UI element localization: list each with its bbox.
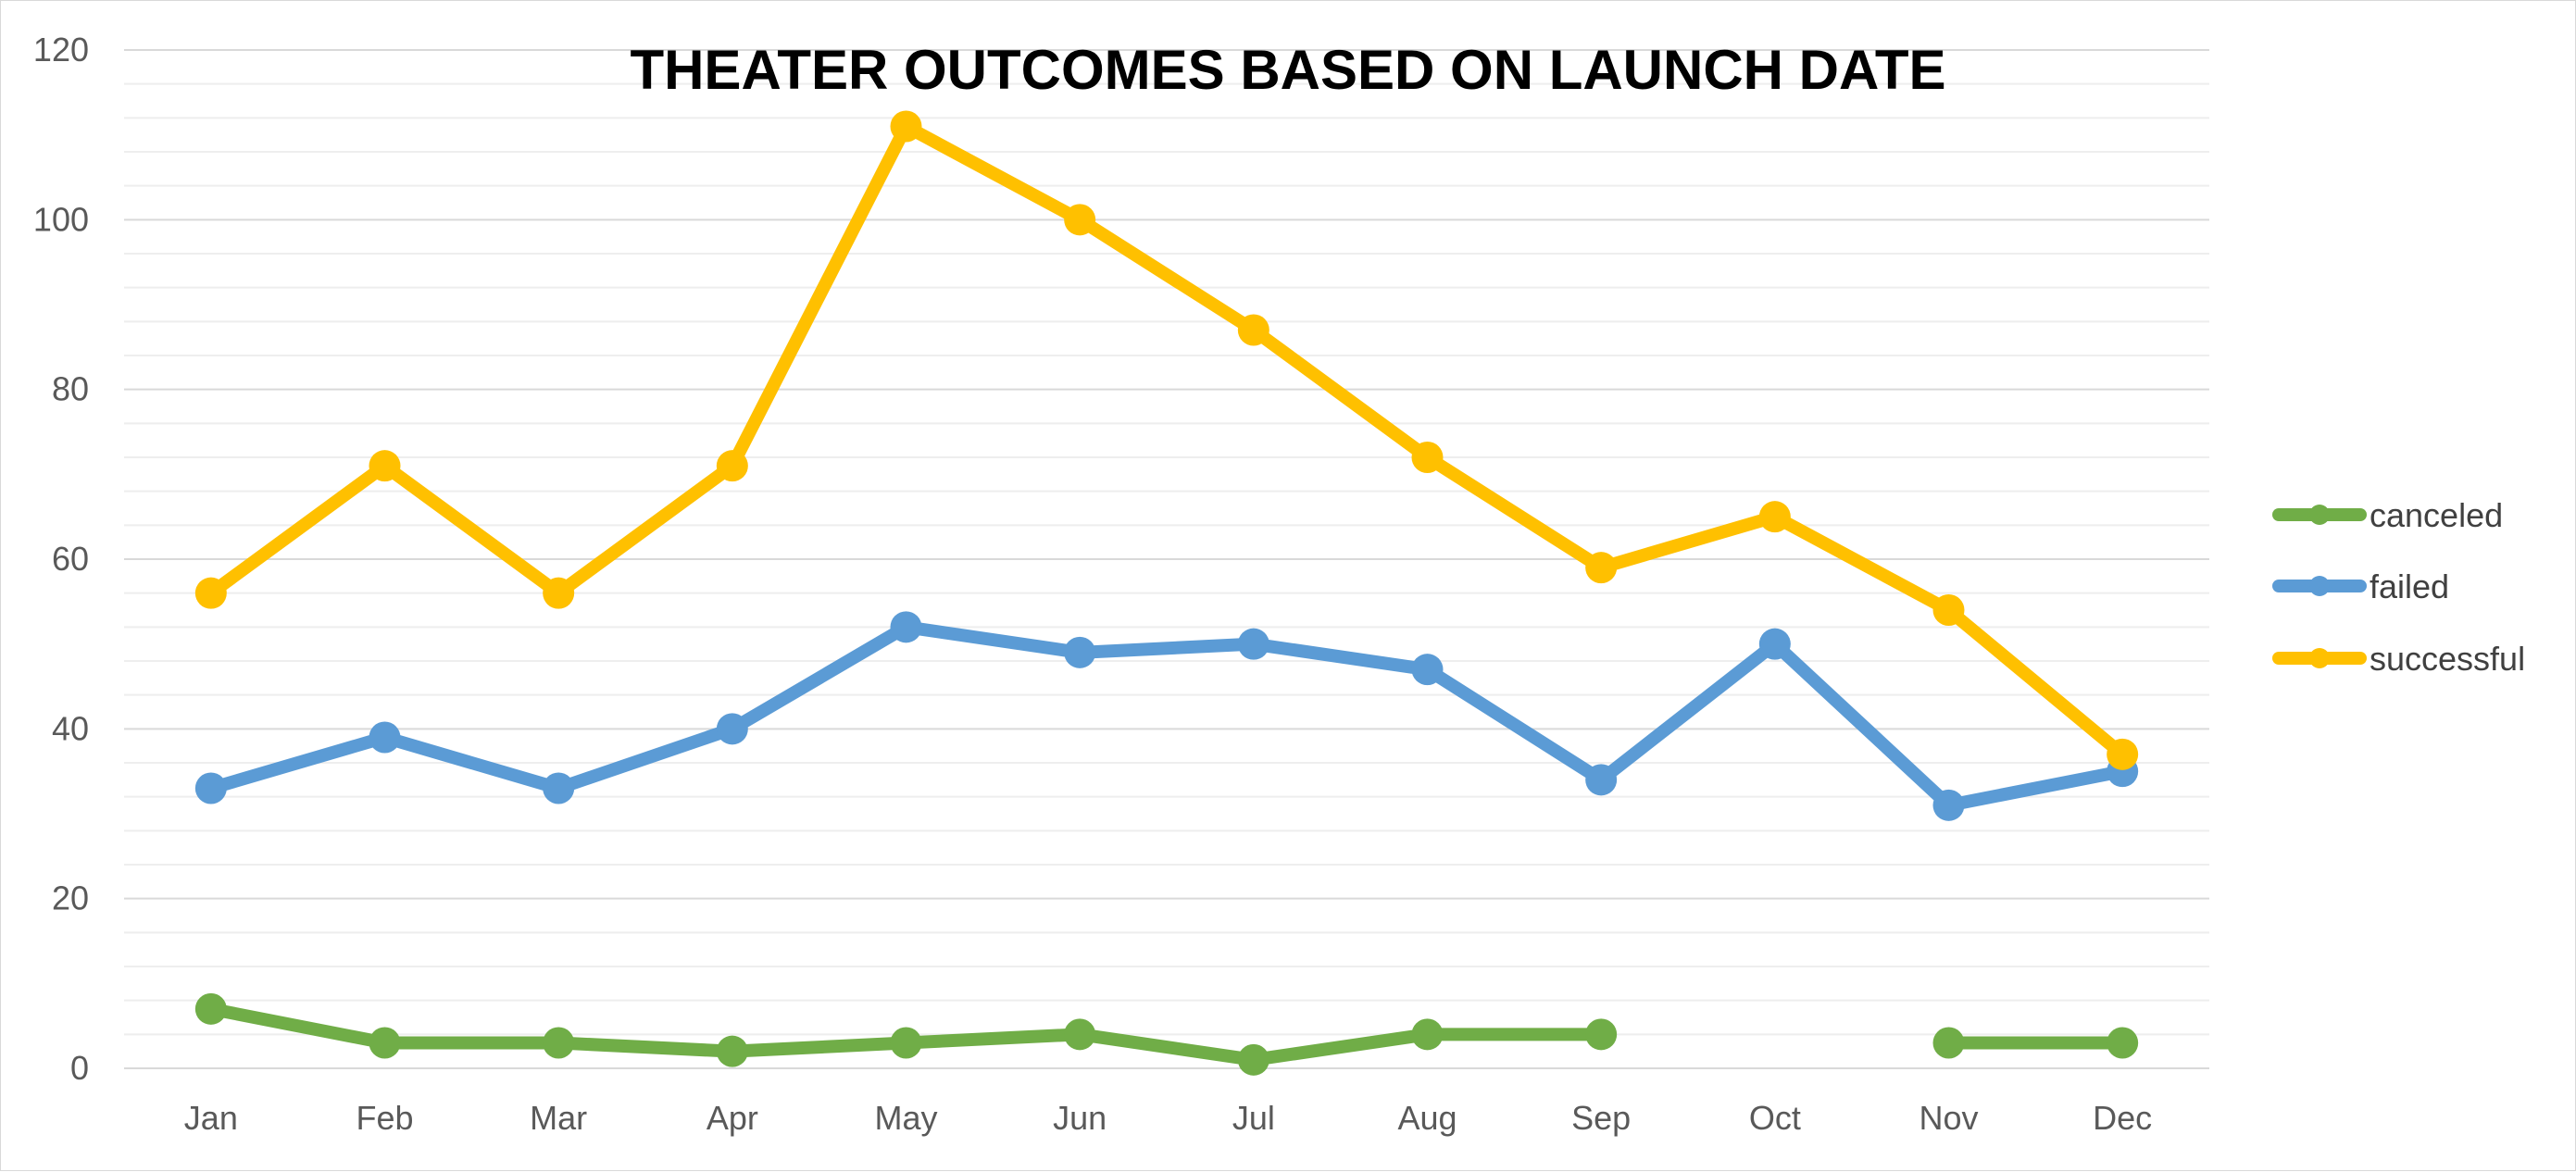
data-point-failed [1758,628,1791,660]
legend-label: successful [2370,640,2525,678]
data-point-failed [1585,764,1618,796]
legend-label: canceled [2370,496,2503,534]
series-line-successful [204,119,2130,761]
x-tick-label: Mar [530,1099,587,1137]
series-successful [194,110,2139,770]
series-layer [194,110,2139,1076]
y-tick-label: 100 [33,200,89,238]
data-point-failed [890,611,922,643]
data-point-canceled [1585,1018,1618,1051]
x-tick-label: Dec [2093,1099,2152,1137]
y-tick-label: 120 [33,31,89,69]
data-point-canceled [194,992,227,1025]
data-point-successful [1064,204,1096,236]
x-tick-label: Jul [1232,1099,1275,1137]
data-point-successful [1932,594,1965,626]
y-tick-label: 20 [52,879,89,917]
data-point-canceled [890,1027,922,1059]
data-point-canceled [1932,1027,1965,1059]
data-point-canceled [543,1027,575,1059]
x-tick-label: Nov [1919,1099,1978,1137]
series-canceled [194,992,2139,1076]
x-axis-ticks: Jan Feb Mar Apr May Jun Jul Aug Sep Oct Nov Dec [184,1099,2152,1137]
legend-swatch-marker [2309,648,2330,668]
data-point-failed [543,772,575,804]
data-point-failed [194,772,227,804]
data-point-failed [1932,789,1965,821]
data-point-failed [716,713,748,745]
legend-swatch-marker [2309,505,2330,525]
legend-swatch-marker [2309,576,2330,596]
y-tick-label: 40 [52,709,89,747]
data-point-successful [194,577,227,609]
data-point-successful [1411,442,1444,473]
x-tick-label: Sep [1571,1099,1631,1137]
series-line-failed [204,620,2130,812]
x-tick-label: Apr [707,1099,758,1137]
chart-title: THEATER OUTCOMES BASED ON LAUNCH DATE [630,39,1945,101]
y-tick-label: 0 [70,1049,89,1087]
x-tick-label: Jun [1053,1099,1107,1137]
data-point-successful [1585,552,1618,584]
data-point-canceled [1064,1018,1096,1051]
data-point-failed [369,721,401,754]
data-point-canceled [1237,1043,1269,1076]
x-tick-label: Aug [1397,1099,1457,1137]
data-point-successful [2107,738,2139,770]
legend-item-successful: successful [2272,640,2525,678]
x-tick-label: May [874,1099,937,1137]
data-point-failed [1237,628,1269,660]
y-tick-label: 60 [52,540,89,578]
y-tick-label: 80 [52,370,89,408]
data-point-successful [890,110,922,143]
y-axis-ticks: 0 20 40 60 80 100 120 [33,31,89,1087]
series-failed [194,611,2139,821]
x-tick-label: Feb [356,1099,413,1137]
data-point-failed [1064,636,1096,668]
legend-item-failed: failed [2272,567,2449,605]
data-point-successful [1237,314,1269,346]
data-point-canceled [1411,1018,1444,1051]
data-point-successful [716,450,748,482]
data-point-canceled [716,1035,748,1067]
x-tick-label: Oct [1749,1099,1801,1137]
data-point-failed [1411,654,1444,686]
data-point-canceled [2107,1027,2139,1059]
data-point-successful [543,577,575,609]
data-point-successful [369,450,401,482]
x-tick-label: Jan [184,1099,238,1137]
legend: canceled failed successful [2272,496,2525,678]
data-point-canceled [369,1027,401,1059]
legend-item-canceled: canceled [2272,496,2503,534]
legend-label: failed [2370,567,2449,605]
gridlines [124,49,2209,1069]
data-point-successful [1758,501,1791,533]
